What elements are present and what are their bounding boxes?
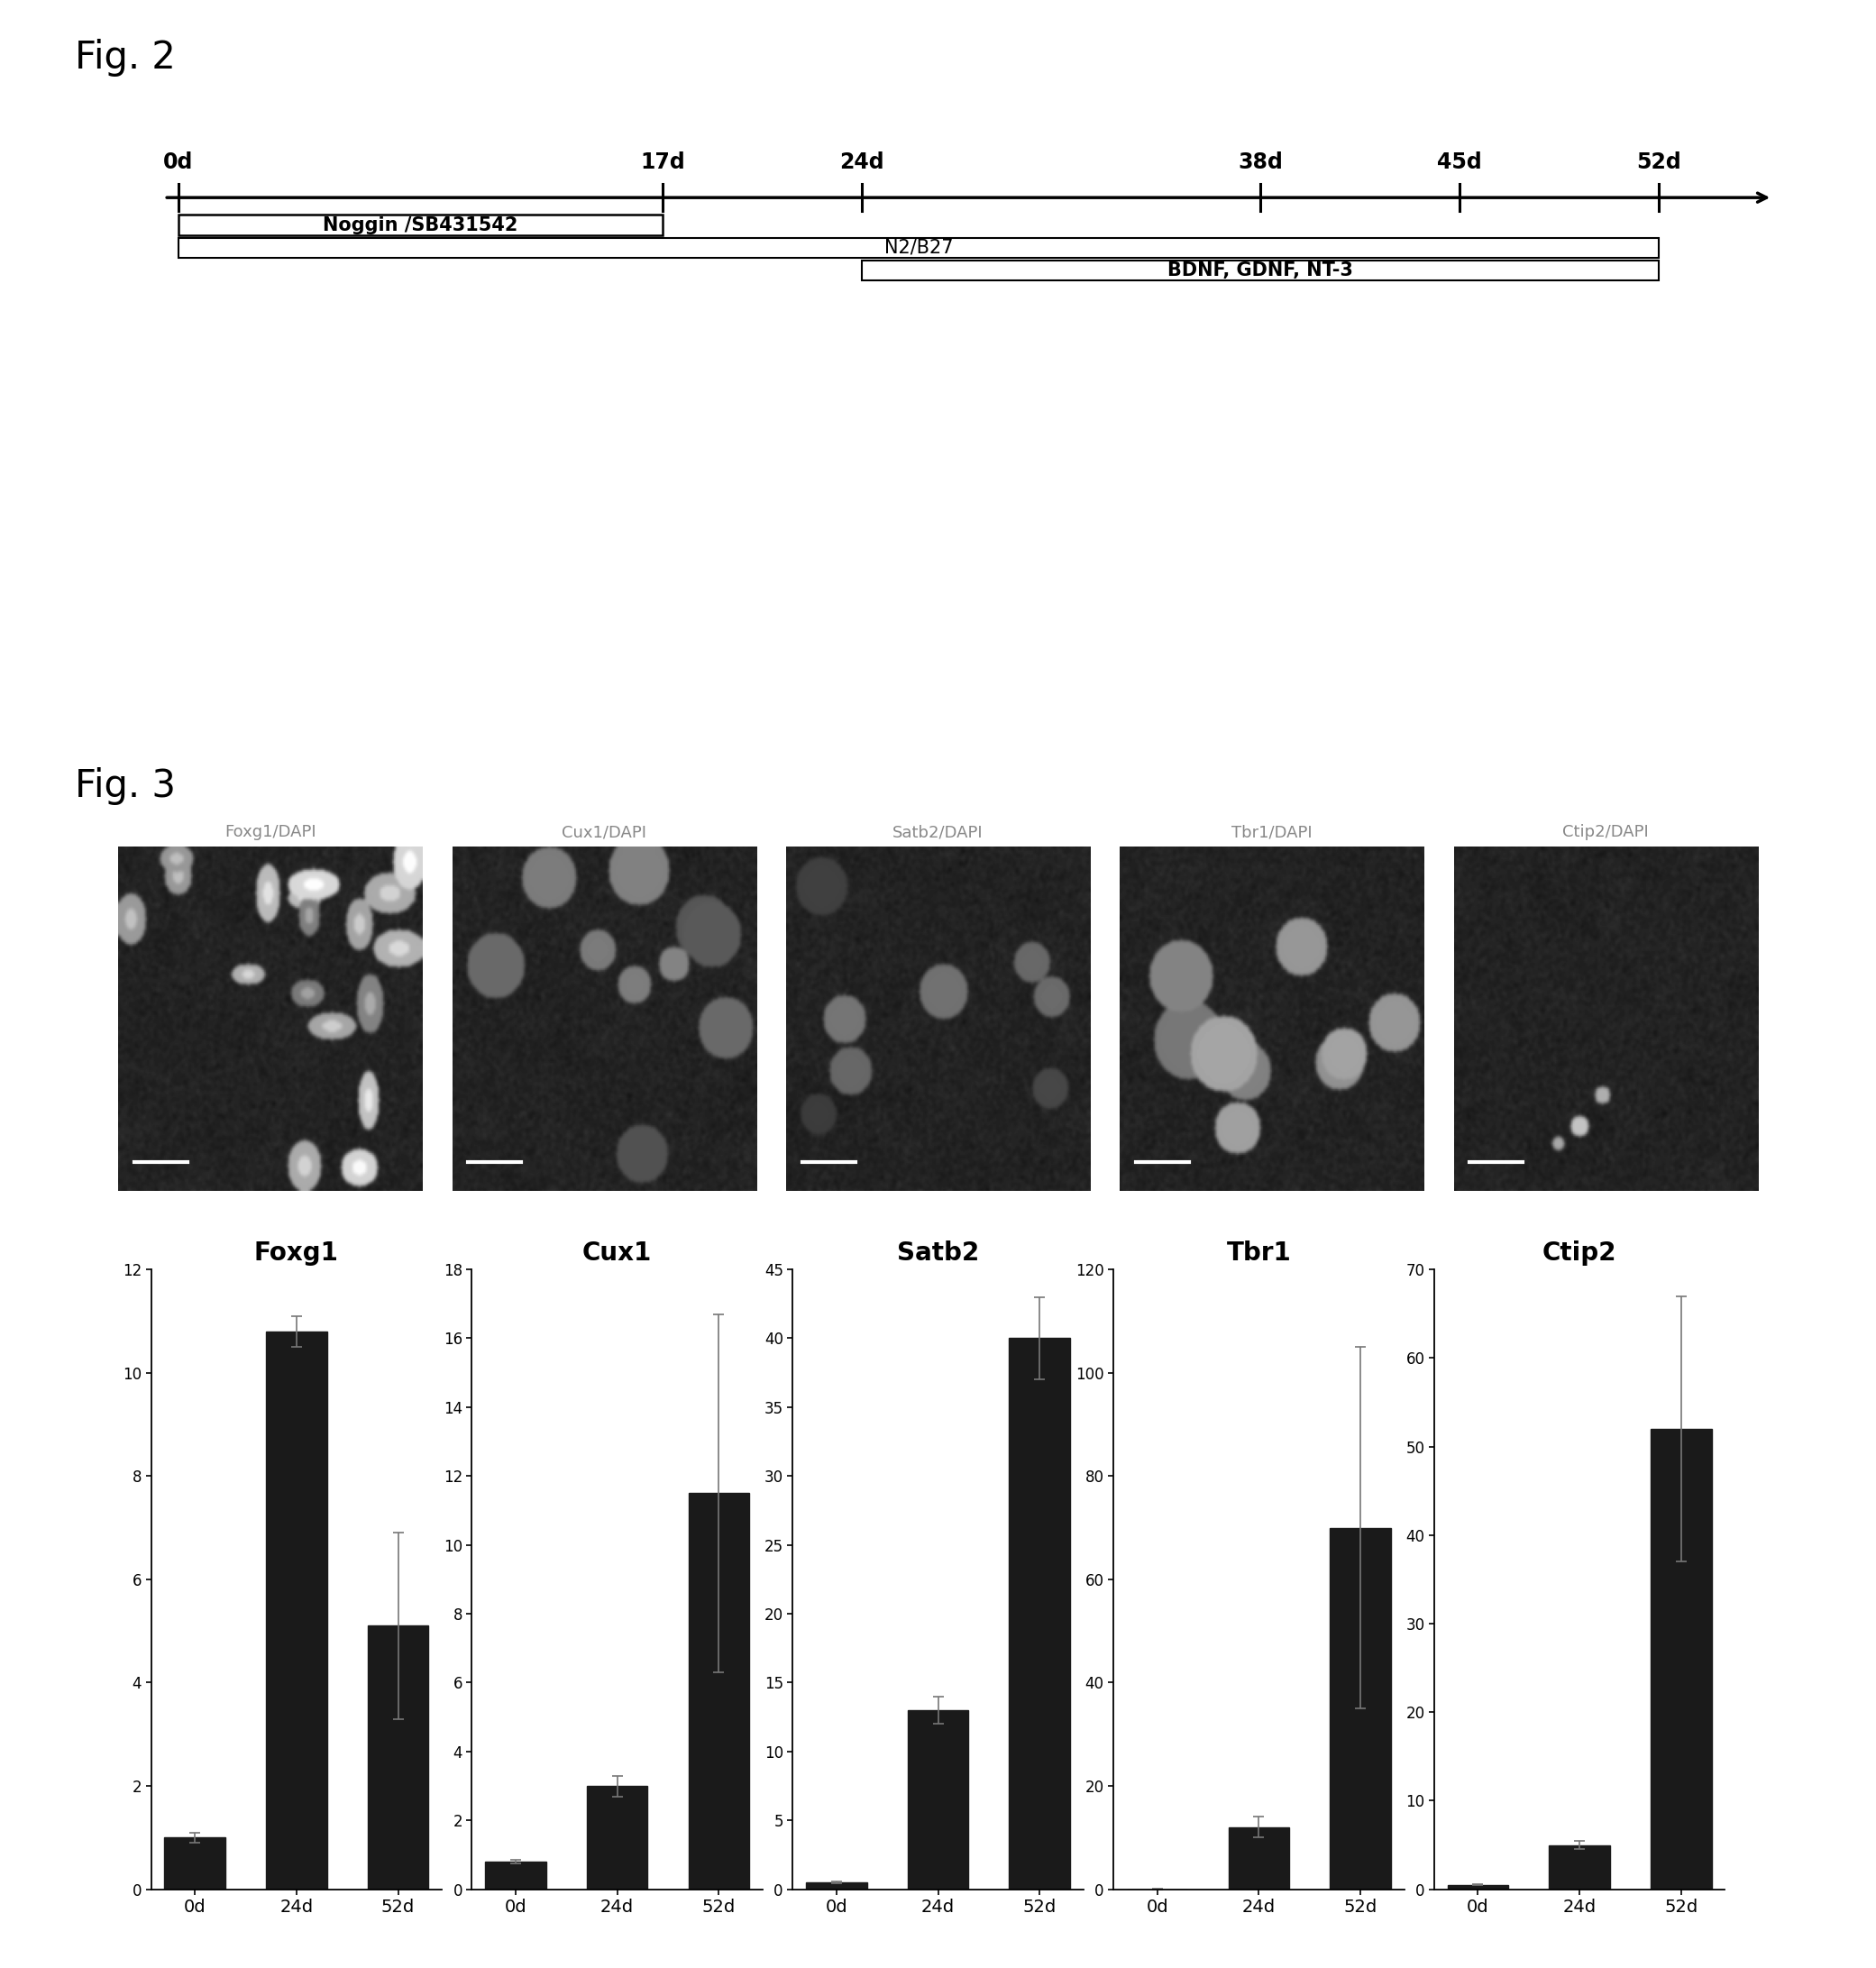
Bar bbox=[861, 260, 1658, 281]
Title: Ctip2: Ctip2 bbox=[1542, 1240, 1617, 1265]
Bar bbox=[1651, 1429, 1711, 1889]
Text: Cux1/DAPI: Cux1/DAPI bbox=[561, 825, 647, 840]
Title: Foxg1: Foxg1 bbox=[253, 1240, 340, 1265]
Bar bbox=[1009, 1338, 1069, 1889]
Bar bbox=[368, 1626, 428, 1889]
Bar bbox=[178, 238, 1658, 258]
Text: Fig. 3: Fig. 3 bbox=[75, 768, 176, 805]
Bar bbox=[908, 1710, 968, 1889]
Bar bbox=[165, 1838, 225, 1889]
Bar bbox=[587, 1787, 647, 1889]
Bar bbox=[178, 215, 662, 234]
Text: 24d: 24d bbox=[839, 152, 884, 173]
Text: 17d: 17d bbox=[640, 152, 685, 173]
Title: Cux1: Cux1 bbox=[582, 1240, 653, 1265]
Text: Satb2/DAPI: Satb2/DAPI bbox=[893, 825, 983, 840]
Text: 38d: 38d bbox=[1238, 152, 1283, 173]
Text: BDNF, GDNF, NT-3: BDNF, GDNF, NT-3 bbox=[1167, 262, 1353, 279]
Title: Tbr1: Tbr1 bbox=[1227, 1240, 1291, 1265]
Bar bbox=[1448, 1885, 1508, 1889]
Text: 45d: 45d bbox=[1437, 152, 1482, 173]
Bar bbox=[486, 1862, 546, 1889]
Bar bbox=[688, 1494, 749, 1889]
Text: Ctip2/DAPI: Ctip2/DAPI bbox=[1563, 825, 1649, 840]
Bar bbox=[807, 1881, 867, 1889]
Text: Noggin /SB431542: Noggin /SB431542 bbox=[323, 216, 518, 234]
Text: Tbr1/DAPI: Tbr1/DAPI bbox=[1231, 825, 1313, 840]
Text: N2/B27: N2/B27 bbox=[884, 238, 953, 256]
Text: 52d: 52d bbox=[1636, 152, 1681, 173]
Bar bbox=[266, 1332, 326, 1889]
Bar bbox=[1330, 1527, 1390, 1889]
Text: 0d: 0d bbox=[163, 152, 193, 173]
Text: Fig. 2: Fig. 2 bbox=[75, 39, 176, 77]
Title: Satb2: Satb2 bbox=[897, 1240, 979, 1265]
Bar bbox=[1229, 1826, 1289, 1889]
Bar bbox=[1550, 1846, 1610, 1889]
Text: Foxg1/DAPI: Foxg1/DAPI bbox=[225, 825, 315, 840]
